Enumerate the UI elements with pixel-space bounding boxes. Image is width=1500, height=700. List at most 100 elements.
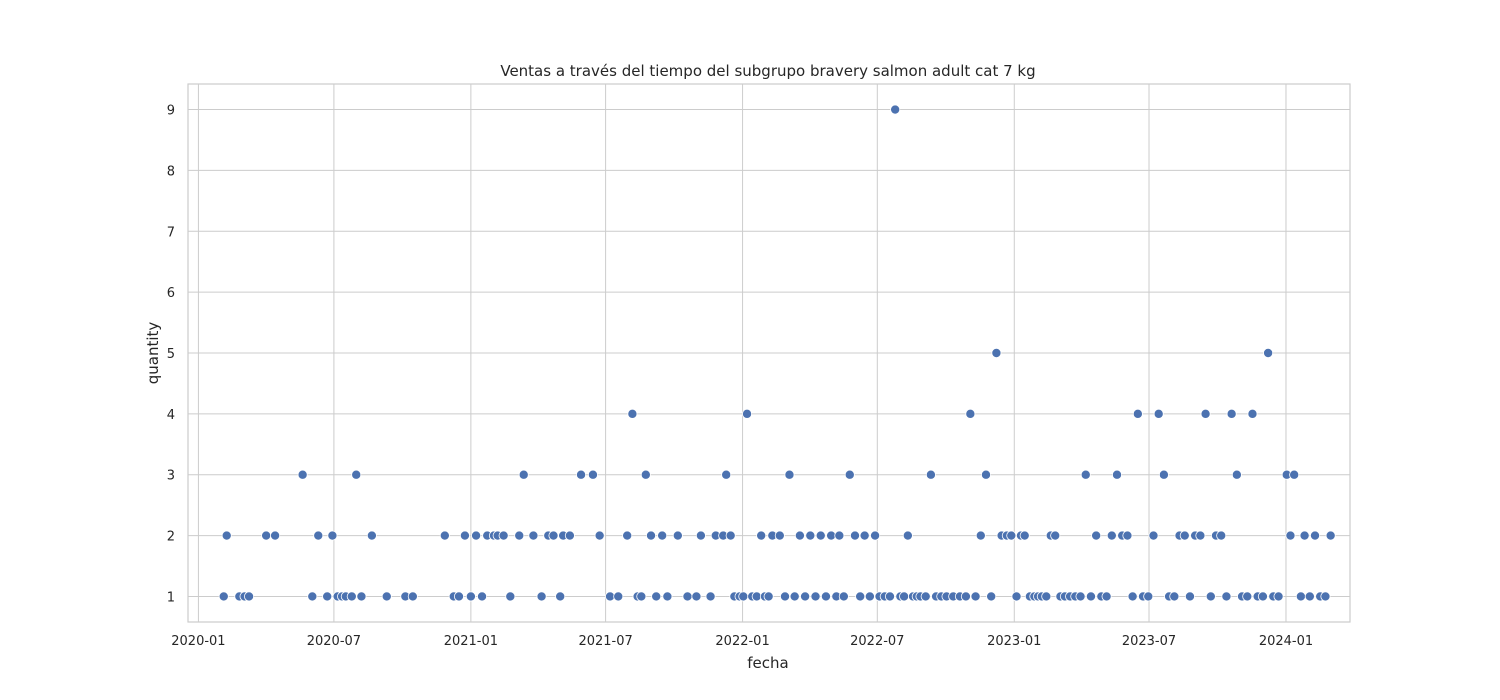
data-point [1299,530,1310,541]
data-point [381,591,392,602]
data-point [1200,408,1211,419]
data-point [975,530,986,541]
data-point [1310,530,1321,541]
data-point [555,591,566,602]
y-tick-label: 4 [167,408,175,423]
x-tick-label: 2022-01 [715,634,769,649]
data-point [459,530,470,541]
data-point [925,469,936,480]
x-tick-label: 2021-01 [444,634,498,649]
data-point [960,591,971,602]
data-point [477,591,488,602]
data-point [366,530,377,541]
data-point [899,591,910,602]
data-point [1263,347,1274,358]
data-point [763,591,774,602]
data-point [1273,591,1284,602]
data-point [815,530,826,541]
data-point [465,591,476,602]
y-tick-label: 6 [167,286,175,301]
data-point [548,530,559,541]
data-point [646,530,657,541]
data-point [1127,591,1138,602]
data-point [536,591,547,602]
data-point [1304,591,1315,602]
data-point [221,530,232,541]
data-point [307,591,318,602]
data-point [1179,530,1190,541]
data-point [1050,530,1061,541]
data-point [1320,591,1331,602]
x-axis-ticks: 2020-01 2020-07 2021-01 2021-07 2022-01 2022-… [171,634,1313,649]
data-point [587,469,598,480]
data-point [297,469,308,480]
x-tick-label: 2020-07 [307,634,361,649]
data-point [1285,530,1296,541]
data-point [1041,591,1052,602]
data-point [218,591,229,602]
data-point [672,530,683,541]
data-point [838,591,849,602]
data-point [1257,591,1268,602]
data-point [351,469,362,480]
data-point [1226,408,1237,419]
data-point [528,530,539,541]
data-point [1091,530,1102,541]
data-point [1112,469,1123,480]
y-tick-label: 9 [167,104,175,119]
data-point [1006,530,1017,541]
data-point [884,591,895,602]
data-point [1231,469,1242,480]
data-point [691,591,702,602]
data-point [1242,591,1253,602]
data-point [1289,469,1300,480]
data-point [505,591,516,602]
y-axis-ticks: 1 2 3 4 5 6 7 8 9 [167,104,175,606]
data-points [218,104,1336,602]
grid [188,84,1350,622]
data-point [407,591,418,602]
data-point [980,469,991,480]
data-point [514,530,525,541]
data-point [356,591,367,602]
data-point [471,530,482,541]
data-point [1169,591,1180,602]
data-point [695,530,706,541]
data-point [834,530,845,541]
data-point [859,530,870,541]
y-tick-label: 5 [167,347,175,362]
data-point [576,469,587,480]
data-point [705,591,716,602]
data-point [322,591,333,602]
data-point [346,591,357,602]
data-point [636,591,647,602]
data-point [1153,408,1164,419]
data-point [594,530,605,541]
y-tick-label: 8 [167,164,175,179]
data-point [1106,530,1117,541]
data-point [657,530,668,541]
data-point [1205,591,1216,602]
y-tick-label: 7 [167,225,175,240]
data-point [1101,591,1112,602]
data-point [1216,530,1227,541]
data-point [622,530,633,541]
data-point [902,530,913,541]
data-point [849,530,860,541]
data-point [725,530,736,541]
x-tick-label: 2022-07 [850,634,904,649]
data-point [1085,591,1096,602]
data-point [864,591,875,602]
y-tick-label: 2 [167,530,175,545]
data-point [794,530,805,541]
data-point [651,591,662,602]
data-point [986,591,997,602]
data-point [627,408,638,419]
x-tick-label: 2023-07 [1122,634,1176,649]
data-point [244,591,255,602]
data-point [774,530,785,541]
x-tick-label: 2024-01 [1259,634,1313,649]
data-point [313,530,324,541]
data-point [1325,530,1336,541]
data-point [810,591,821,602]
